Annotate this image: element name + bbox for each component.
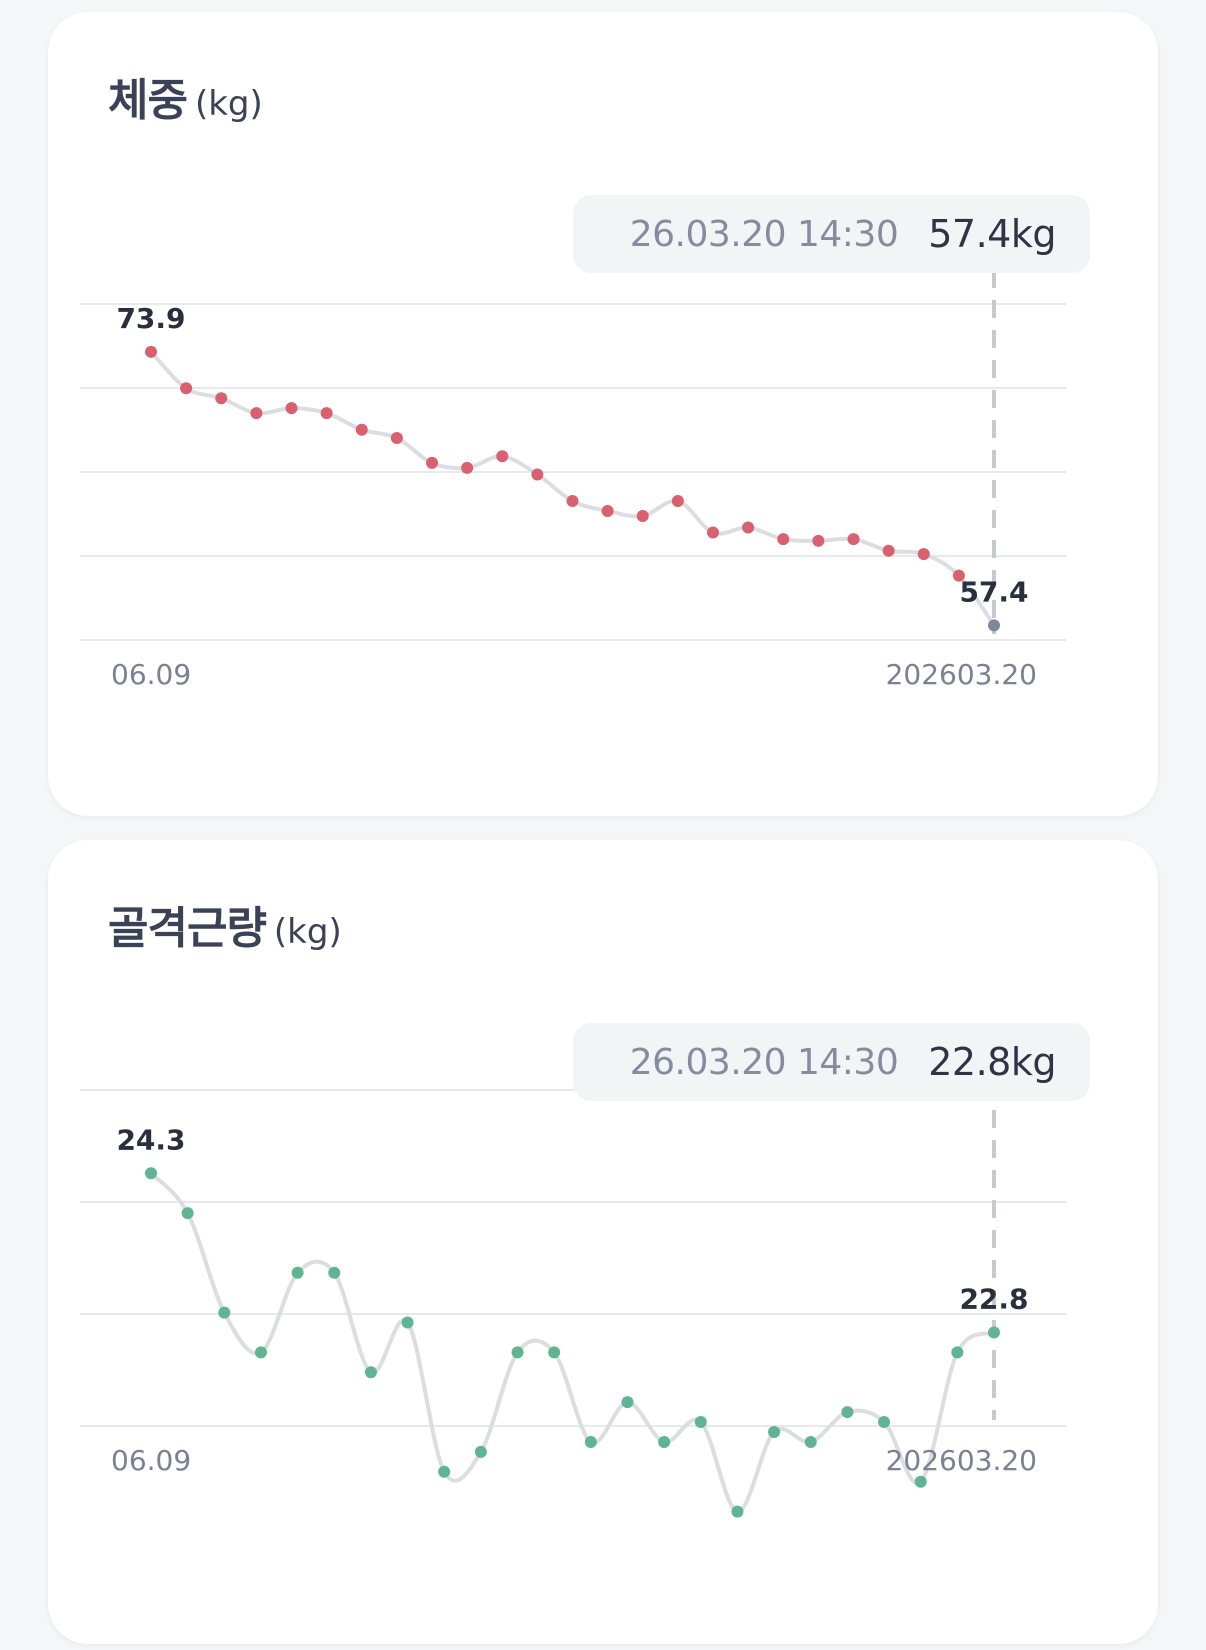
- data-point[interactable]: [878, 1416, 891, 1429]
- data-point[interactable]: [291, 1266, 304, 1279]
- muscle-unit: (kg): [273, 912, 342, 952]
- data-point[interactable]: [511, 1346, 524, 1359]
- muscle-tooltip-date: 26.03.20 14:30: [629, 1041, 899, 1083]
- data-point[interactable]: [328, 1266, 341, 1279]
- data-point[interactable]: [320, 407, 333, 420]
- data-point[interactable]: [742, 521, 755, 534]
- data-point[interactable]: [218, 1306, 231, 1319]
- data-point[interactable]: [145, 345, 157, 358]
- data-point[interactable]: [882, 544, 895, 557]
- data-point[interactable]: [496, 450, 509, 463]
- data-point[interactable]: [804, 1435, 817, 1448]
- weight-tooltip-date: 26.03.20 14:30: [629, 213, 899, 255]
- data-point[interactable]: [841, 1406, 854, 1419]
- data-point[interactable]: [707, 526, 719, 539]
- weight-tooltip: 26.03.20 14:30 57.4kg: [573, 195, 1090, 273]
- last-point-label: 22.8: [959, 1283, 1028, 1316]
- data-point[interactable]: [658, 1435, 671, 1448]
- data-point[interactable]: [952, 569, 965, 582]
- data-point[interactable]: [474, 1445, 487, 1458]
- x-end-label: 202603.20: [886, 658, 1037, 691]
- data-point[interactable]: [215, 392, 228, 405]
- data-point[interactable]: [438, 1465, 451, 1478]
- muscle-tooltip: 26.03.20 14:30 22.8kg: [573, 1023, 1090, 1101]
- data-point[interactable]: [914, 1475, 927, 1488]
- data-point[interactable]: [601, 504, 614, 517]
- data-point[interactable]: [390, 432, 403, 445]
- data-point[interactable]: [566, 495, 579, 508]
- x-start-label: 06.09: [111, 658, 191, 691]
- data-point[interactable]: [847, 533, 860, 546]
- data-point[interactable]: [364, 1366, 377, 1379]
- data-point[interactable]: [988, 619, 1000, 632]
- data-point[interactable]: [671, 495, 684, 508]
- data-point[interactable]: [951, 1346, 964, 1359]
- data-point[interactable]: [254, 1346, 267, 1359]
- first-point-label: 73.9: [116, 302, 185, 335]
- muscle-title: 골격근량: [108, 903, 267, 954]
- data-point[interactable]: [768, 1426, 781, 1438]
- data-point[interactable]: [584, 1435, 597, 1448]
- data-point[interactable]: [621, 1396, 634, 1409]
- data-point[interactable]: [401, 1316, 414, 1329]
- last-point-label: 57.4: [959, 575, 1028, 608]
- data-point[interactable]: [180, 382, 193, 395]
- muscle-card-title: 골격근량 (kg): [108, 892, 342, 956]
- muscle-tooltip-value: 22.8kg: [928, 1040, 1056, 1084]
- data-point[interactable]: [636, 509, 649, 522]
- series-line: [149, 1171, 996, 1514]
- data-point[interactable]: [181, 1207, 194, 1220]
- weight-title: 체중: [108, 75, 188, 126]
- data-point[interactable]: [694, 1416, 707, 1429]
- data-point[interactable]: [548, 1346, 561, 1359]
- data-point[interactable]: [812, 534, 825, 547]
- muscle-chart[interactable]: 24.3 22.8 06.09 202603.20: [48, 840, 1158, 1644]
- weight-card-title: 체중 (kg): [108, 64, 263, 128]
- x-start-label: 06.09: [111, 1444, 191, 1477]
- data-point[interactable]: [917, 548, 930, 561]
- data-point[interactable]: [426, 456, 438, 469]
- muscle-card: 골격근량 (kg) 24.3 22.8 06.09 202603.20 26.03.2…: [48, 840, 1158, 1644]
- weight-tooltip-value: 57.4kg: [928, 212, 1056, 256]
- data-point[interactable]: [777, 533, 790, 546]
- data-point[interactable]: [250, 407, 263, 420]
- data-point[interactable]: [988, 1326, 1000, 1339]
- data-point[interactable]: [461, 461, 474, 474]
- weight-unit: (kg): [194, 84, 263, 124]
- weight-chart[interactable]: 73.9 57.4 06.09 202603.20: [48, 12, 1158, 816]
- data-point[interactable]: [731, 1505, 744, 1518]
- data-point[interactable]: [285, 402, 298, 415]
- x-end-label: 202603.20: [886, 1444, 1037, 1477]
- series-line: [149, 349, 996, 628]
- weight-card: 체중 (kg) 73.9 57.4 06.09 202603.20 26.03.20 …: [48, 12, 1158, 816]
- data-point[interactable]: [145, 1167, 157, 1180]
- data-point[interactable]: [355, 423, 368, 436]
- data-point[interactable]: [531, 468, 544, 481]
- first-point-label: 24.3: [116, 1123, 185, 1156]
